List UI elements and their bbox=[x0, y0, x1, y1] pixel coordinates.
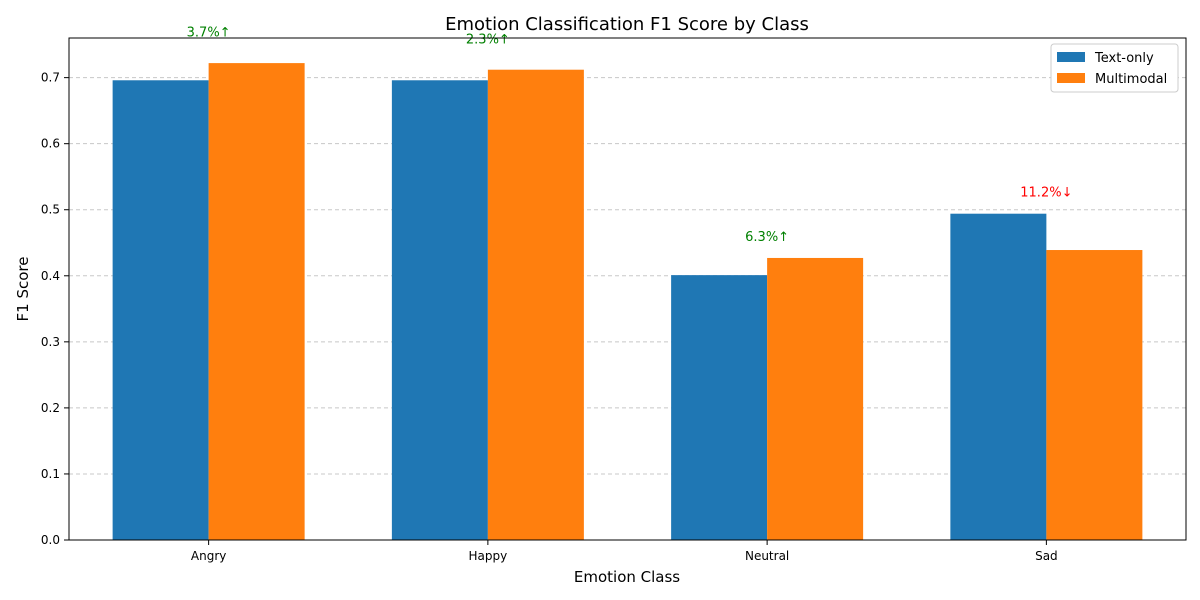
x-axis-label: Emotion Class bbox=[574, 568, 680, 586]
y-tick-label-0: 0.0 bbox=[41, 533, 60, 547]
y-tick-label-7: 0.7 bbox=[41, 71, 60, 85]
bar-text-only-happy bbox=[391, 80, 488, 540]
chart-title: Emotion Classification F1 Score by Class bbox=[445, 14, 809, 35]
bar-text-only-neutral bbox=[671, 275, 768, 540]
bar-multimodal-happy bbox=[487, 69, 584, 540]
legend-swatch-multimodal bbox=[1057, 73, 1085, 83]
plot-frame bbox=[68, 37, 1187, 541]
x-tick-label-angry: Angry bbox=[191, 549, 226, 563]
bar-multimodal-neutral bbox=[767, 257, 864, 540]
x-tick-label-neutral: Neutral bbox=[745, 549, 789, 563]
annotation-happy: 2.3%↑ bbox=[466, 32, 510, 47]
annotations: 3.7%↑ 2.3%↑ 6.3%↑ 11.2%↓ bbox=[187, 26, 1073, 245]
y-tick-label-6: 0.6 bbox=[41, 137, 60, 151]
bar-text-only-angry bbox=[112, 80, 209, 540]
annotation-sad: 11.2%↓ bbox=[1020, 186, 1072, 201]
bar-multimodal-sad bbox=[1046, 250, 1143, 541]
y-tick-label-2: 0.2 bbox=[41, 401, 60, 415]
y-tick-label-5: 0.5 bbox=[41, 203, 60, 217]
legend: Text-only Multimodal bbox=[1050, 43, 1179, 93]
y-tick-label-1: 0.1 bbox=[41, 467, 60, 481]
y-axis-label: F1 Score bbox=[14, 257, 32, 322]
y-tick-label-3: 0.3 bbox=[41, 335, 60, 349]
bars bbox=[112, 63, 1143, 541]
x-tick-label-sad: Sad bbox=[1035, 549, 1058, 563]
annotation-angry: 3.7%↑ bbox=[187, 26, 231, 41]
axes: 0.0 0.1 0.2 0.3 0.4 0.5 0.6 0.7 Angry Happy Neutra… bbox=[41, 37, 1187, 563]
legend-label-multimodal: Multimodal bbox=[1095, 72, 1167, 87]
annotation-neutral: 6.3%↑ bbox=[745, 230, 789, 245]
bar-text-only-sad bbox=[950, 213, 1047, 540]
bar-multimodal-angry bbox=[208, 63, 305, 540]
y-tick-label-4: 0.4 bbox=[41, 269, 60, 283]
legend-swatch-text-only bbox=[1057, 52, 1085, 62]
x-tick-label-happy: Happy bbox=[469, 549, 508, 563]
legend-label-text-only: Text-only bbox=[1094, 51, 1154, 66]
